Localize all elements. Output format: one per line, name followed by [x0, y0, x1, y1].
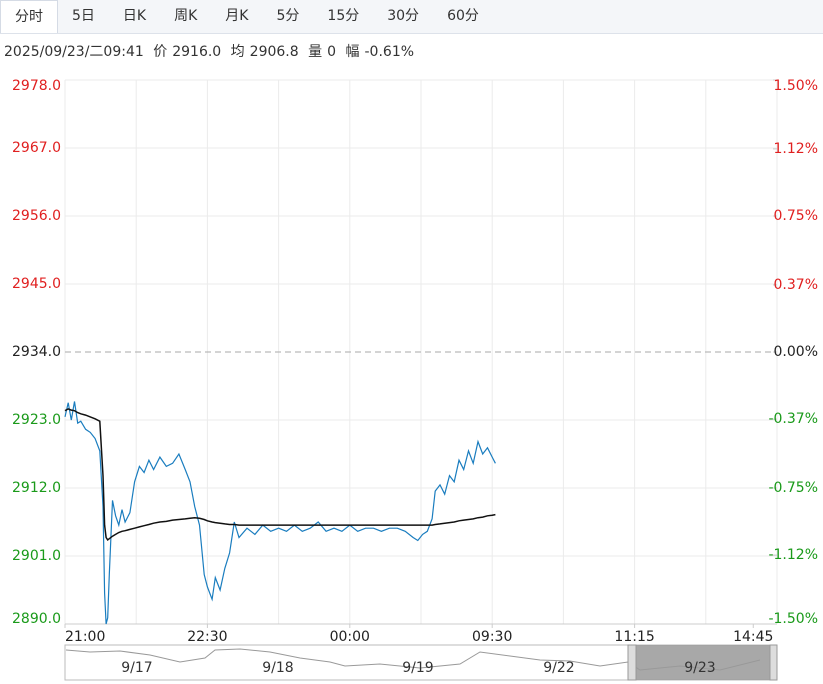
y2-tick-label: 0.00%: [774, 344, 818, 360]
chg-label: 幅: [345, 44, 360, 60]
grid: [64, 79, 778, 625]
navigator-handle[interactable]: [627, 644, 637, 681]
y-tick-label: 2945.0: [12, 276, 61, 292]
y-tick-label: 2967.0: [12, 140, 61, 156]
navigator-handle[interactable]: [769, 644, 778, 681]
tab[interactable]: 分时: [0, 0, 58, 33]
y-tick-label: 2890.0: [12, 611, 61, 627]
y2-tick-label: 1.50%: [774, 78, 818, 94]
x-tick-label: 11:15: [614, 629, 654, 645]
y2-tick-label: -1.50%: [768, 611, 818, 627]
vol: 0: [327, 44, 337, 60]
y-tick-label: 2923.0: [12, 412, 61, 428]
tab[interactable]: 30分: [387, 8, 420, 24]
x-tick-label: 09:30: [472, 629, 512, 645]
avg: 2906.8: [249, 44, 299, 60]
y2-tick-label: -1.12%: [768, 547, 818, 563]
price-label: 价: [153, 44, 168, 60]
tab[interactable]: 月K: [225, 8, 249, 24]
y-tick-label: 2956.0: [12, 208, 61, 224]
navigator-date: 9/18: [262, 660, 293, 676]
x-tick-label: 22:30: [187, 629, 227, 645]
x-tick-label: 00:00: [330, 629, 370, 645]
navigator-window[interactable]: [636, 645, 770, 680]
navigator-date: 9/19: [402, 660, 433, 676]
tab[interactable]: 周K: [174, 8, 198, 24]
y-tick-label: 2934.0: [12, 344, 61, 360]
tab[interactable]: 5日: [72, 8, 95, 24]
navigator-date: 9/17: [121, 660, 152, 676]
navigator: [64, 644, 778, 681]
tab[interactable]: 60分: [447, 8, 479, 24]
price: 2916.0: [172, 44, 222, 60]
y2-tick-label: 0.75%: [774, 208, 818, 224]
y-tick-label: 2912.0: [12, 480, 61, 496]
x-tick-label: 21:00: [65, 629, 105, 645]
y2-tick-label: 1.12%: [774, 141, 818, 157]
y-tick-label: 2901.0: [12, 548, 61, 564]
tab[interactable]: 日K: [122, 8, 147, 24]
y2-tick-label: -0.37%: [768, 411, 818, 427]
navigator-date: 9/23: [684, 660, 715, 676]
tab[interactable]: 15分: [327, 8, 360, 24]
navigator-date: 9/22: [543, 660, 574, 676]
avg-label: 均: [230, 44, 245, 60]
chg: -0.61%: [364, 44, 415, 60]
period-tabs: 分时 5日 日K 周K 月K 5分 15分 30分 60分: [0, 0, 823, 34]
y-tick-label: 2978.0: [12, 78, 61, 94]
datetime: 2025/09/23/二09:41: [4, 44, 144, 60]
series-line: [64, 408, 496, 541]
series-line: [64, 401, 496, 625]
y2-tick-label: -0.75%: [768, 480, 818, 496]
y2-tick-label: 0.37%: [774, 277, 818, 293]
tab[interactable]: 5分: [276, 8, 300, 24]
x-tick-label: 14:45: [733, 629, 773, 645]
vol-label: 量: [308, 44, 323, 60]
